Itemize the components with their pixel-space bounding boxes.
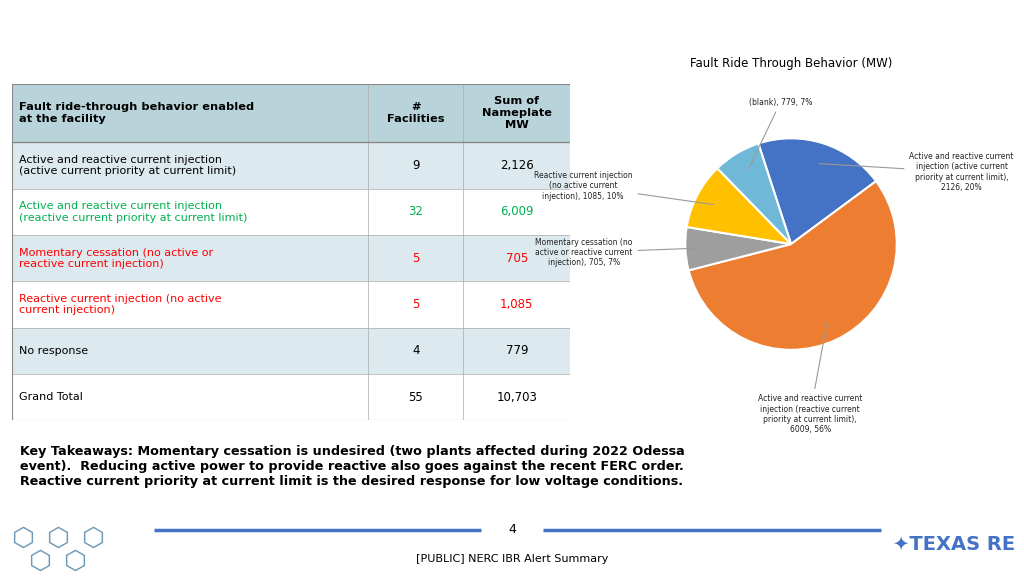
Text: Momentary cessation (no active or
reactive current injection): Momentary cessation (no active or reacti… xyxy=(19,248,213,269)
Title: Fault Ride Through Behavior (MW): Fault Ride Through Behavior (MW) xyxy=(690,56,892,70)
Wedge shape xyxy=(685,227,791,270)
Text: Active and reactive current
injection (reactive current
priority at current limi: Active and reactive current injection (r… xyxy=(758,323,862,434)
Text: Key Takeaways: Momentary cessation is undesired (two plants affected during 2022: Key Takeaways: Momentary cessation is un… xyxy=(20,445,685,488)
Text: Grand Total: Grand Total xyxy=(19,392,83,402)
Bar xyxy=(12,328,570,374)
Wedge shape xyxy=(718,143,791,244)
Text: (blank), 779, 7%: (blank), 779, 7% xyxy=(749,97,812,169)
Bar xyxy=(12,374,570,420)
Bar xyxy=(12,189,570,235)
Text: ⬡: ⬡ xyxy=(63,548,86,575)
Wedge shape xyxy=(687,168,791,244)
Text: #
Facilities: # Facilities xyxy=(387,102,444,124)
Text: 705: 705 xyxy=(506,252,528,265)
Text: Momentary cessation (no
active or reactive current
injection), 705, 7%: Momentary cessation (no active or reacti… xyxy=(536,238,703,267)
Text: IBR Fault Ride-Through Behavior: IBR Fault Ride-Through Behavior xyxy=(20,25,527,54)
Text: 5: 5 xyxy=(412,252,420,265)
Text: 2,126: 2,126 xyxy=(500,159,534,172)
Bar xyxy=(12,282,570,328)
Text: 9: 9 xyxy=(412,159,420,172)
Text: Active and reactive current
injection (active current
priority at current limit): Active and reactive current injection (a… xyxy=(819,152,1014,192)
Text: No response: No response xyxy=(19,346,88,356)
Text: 1,085: 1,085 xyxy=(500,298,534,311)
Wedge shape xyxy=(759,138,877,244)
Bar xyxy=(12,84,570,142)
Text: 55: 55 xyxy=(409,391,423,404)
Text: 10,703: 10,703 xyxy=(497,391,538,404)
Text: 6,009: 6,009 xyxy=(500,206,534,218)
Bar xyxy=(12,235,570,282)
Text: 4: 4 xyxy=(412,344,420,358)
Text: Reactive current injection
(no active current
injection), 1085, 10%: Reactive current injection (no active cu… xyxy=(534,171,714,204)
Text: ✦TEXAS RE: ✦TEXAS RE xyxy=(893,535,1015,554)
Text: Fault ride-through behavior enabled
at the facility: Fault ride-through behavior enabled at t… xyxy=(19,102,254,124)
Text: ⬡: ⬡ xyxy=(11,525,34,552)
Text: Active and reactive current injection
(reactive current priority at current limi: Active and reactive current injection (r… xyxy=(19,201,248,223)
Text: 779: 779 xyxy=(506,344,528,358)
Wedge shape xyxy=(688,181,897,350)
Text: ⬡: ⬡ xyxy=(46,525,69,552)
Text: [PUBLIC] NERC IBR Alert Summary: [PUBLIC] NERC IBR Alert Summary xyxy=(416,554,608,564)
Text: Active and reactive current injection
(active current priority at current limit): Active and reactive current injection (a… xyxy=(19,155,237,176)
Text: 5: 5 xyxy=(412,298,420,311)
Text: Reactive current injection (no active
current injection): Reactive current injection (no active cu… xyxy=(19,294,221,316)
Text: 32: 32 xyxy=(409,206,423,218)
Text: ⬡: ⬡ xyxy=(29,548,51,575)
Text: Sum of
Nameplate
MW: Sum of Nameplate MW xyxy=(482,96,552,130)
Text: ⬡: ⬡ xyxy=(81,525,103,552)
Text: 4: 4 xyxy=(508,524,516,536)
Bar xyxy=(12,142,570,189)
